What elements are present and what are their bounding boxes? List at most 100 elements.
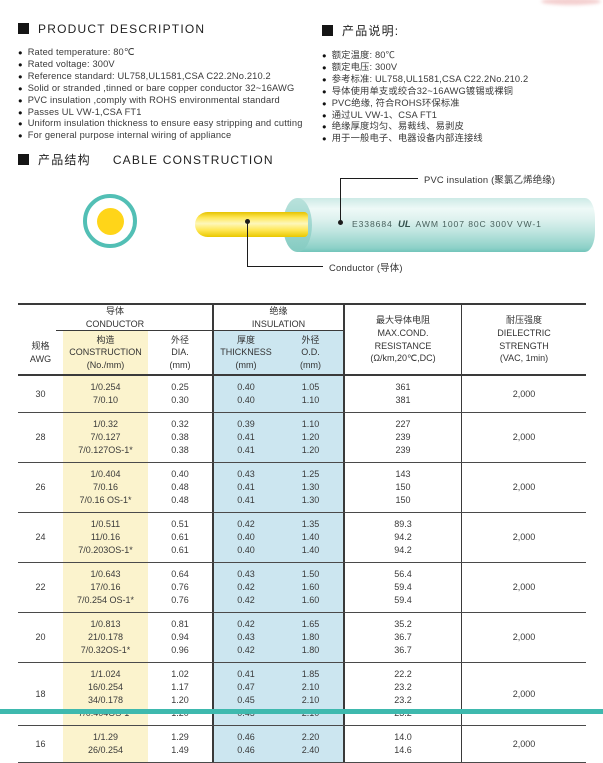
cell-resistance: 22.223.223.223.2	[343, 663, 461, 725]
bullet-item: ● 绝缘厚度均匀、易裁线、易剥皮	[322, 121, 528, 133]
bullet-item: ● 用于一般电子、电器设备内部连接线	[322, 133, 528, 145]
table-body: 30 1/0.254 7/0.10 0.25 0.30 0.40 0.40 1.05 1.10 3…	[18, 376, 586, 763]
cell-resistance: 143 150 150	[343, 463, 461, 512]
cell-construction: 1/0.813 21/0.178 7/0.32OS-1*	[63, 613, 148, 662]
cell-od: 2.20 2.40	[278, 726, 343, 762]
bullet-dot-icon: ●	[322, 98, 327, 108]
cell-construction: 1/0.404 7/0.16 7/0.16 OS-1*	[63, 463, 148, 512]
dia-column-header: 外径 DIA. (mm)	[169, 334, 191, 370]
bullet-item: ● Rated voltage: 300V	[18, 59, 303, 71]
awg-column-header: 规格 AWG	[29, 340, 52, 364]
bullet-dot-icon: ●	[18, 83, 23, 93]
bullet-dot-icon: ●	[18, 107, 23, 117]
bullet-text: Reference standard: UL758,UL1581,CSA C22…	[27, 70, 271, 81]
dielectric-column-header: 耐压强度 DIELECTRIC STRENGTH (VAC, 1min)	[461, 305, 586, 374]
bullet-dot-icon: ●	[18, 131, 23, 141]
bullet-item: ● Reference standard: UL758,UL1581,CSA C2…	[18, 71, 303, 83]
bullet-text: Rated voltage: 300V	[27, 58, 115, 69]
cell-dia: 0.32 0.38 0.38	[171, 419, 189, 455]
cell-thickness: 0.43 0.42 0.42	[212, 563, 278, 612]
insulation-leader-hline	[340, 178, 418, 179]
cell-dia: 0.51 0.61 0.61	[171, 519, 189, 555]
bullet-item: ● PVC绝缘, 符合ROHS环保标准	[322, 98, 528, 110]
spec-row-awg-16: 16 1/1.29 26/0.254 1.29 1.49 0.46 0.46 2.20 2.40…	[18, 726, 586, 763]
product-notes-cn-section: 产品说明: ● 额定温度: 80℃ ● 额定电压: 300V ● 参考标准: UL758,…	[322, 22, 528, 145]
cable-spec-text: AWM 1007 80C 300V VW-1	[415, 219, 542, 229]
cropped-logo-smudge	[541, 0, 601, 5]
cell-dia: 1.021.171.201.20	[171, 669, 189, 718]
square-bullet-icon	[18, 154, 29, 165]
bullet-text: PVC绝缘, 符合ROHS环保标准	[331, 97, 460, 108]
cell-resistance: 14.0 14.6	[343, 726, 461, 762]
cell-dielectric: 2,000	[461, 613, 586, 662]
cell-dielectric: 2,000	[461, 463, 586, 512]
cell-awg: 24	[35, 532, 46, 542]
bullet-item: ● Solid or stranded ,tinned or bare coppe…	[18, 83, 303, 95]
cable-construction-heading: 产品结构 CABLE CONSTRUCTION	[18, 151, 274, 168]
cell-dia: 0.64 0.76 0.76	[171, 569, 189, 605]
spec-row-awg-20: 20 1/0.813 21/0.178 7/0.32OS-1* 0.81 0.94 0.96…	[18, 613, 586, 663]
insulation-group-cn: 绝缘	[269, 306, 288, 317]
bullet-dot-icon: ●	[322, 86, 327, 96]
bullet-text: 用于一般电子、电器设备内部连接线	[331, 133, 483, 144]
cell-awg: 22	[35, 582, 46, 592]
cell-awg: 16	[35, 738, 46, 749]
bullet-dot-icon: ●	[322, 74, 327, 84]
cable-conductor-rod	[195, 212, 308, 237]
cell-od: 1.35 1.40 1.40	[278, 513, 343, 562]
bullet-text: 绝缘厚度均匀、易裁线、易剥皮	[331, 121, 464, 132]
bullet-dot-icon: ●	[322, 110, 327, 120]
cell-dielectric: 2,000	[461, 513, 586, 562]
cell-thickness: 0.42 0.43 0.42	[212, 613, 278, 662]
insulation-group-header: 绝缘 INSULATION	[212, 305, 343, 331]
conductor-group-cn: 导体	[105, 306, 124, 317]
bullet-text: 额定电压: 300V	[331, 61, 398, 72]
cable-print-text: E338684 UL AWM 1007 80C 300V VW-1	[352, 219, 587, 230]
insulation-leader-vline	[340, 178, 341, 223]
square-bullet-icon	[18, 23, 29, 34]
conductor-leader-hline	[247, 266, 323, 267]
conductor-leader-vline	[247, 222, 248, 267]
cell-awg: 26	[35, 482, 46, 492]
bullet-text: Solid or stranded ,tinned or bare copper…	[27, 82, 295, 93]
bullet-text: Passes UL VW-1,CSA FT1	[27, 106, 142, 117]
cell-construction: 1/0.643 17/0.16 7/0.254 OS-1*	[63, 563, 148, 612]
spec-row-awg-30: 30 1/0.254 7/0.10 0.25 0.30 0.40 0.40 1.05 1.10 3…	[18, 376, 586, 413]
cell-resistance: 89.3 94.2 94.2	[343, 513, 461, 562]
cell-resistance: 56.4 59.4 59.4	[343, 563, 461, 612]
heading-text: PRODUCT DESCRIPTION	[38, 22, 206, 36]
cell-awg: 20	[35, 632, 46, 642]
cell-construction: 1/1.29 26/0.254	[63, 726, 148, 762]
bullet-text: 导体使用单支或绞合32~16AWG镀锡或裸铜	[331, 85, 514, 96]
bullet-item: ● 参考标准: UL758,UL1581,CSA C22.2No.210.2	[322, 74, 528, 86]
bullet-dot-icon: ●	[322, 134, 327, 144]
bullet-text: 通过UL VW-1、CSA FT1	[331, 109, 438, 120]
cell-construction: 1/0.254 7/0.10	[63, 376, 148, 412]
bullet-text: Rated temperature: 80℃	[27, 47, 135, 57]
cell-thickness: 0.43 0.41 0.41	[212, 463, 278, 512]
bullet-text: For general purpose internal wiring of a…	[27, 130, 232, 141]
conductor-label: Conductor (导体)	[329, 262, 403, 273]
thickness-column-header: 厚度 THICKNESS (mm)	[212, 331, 278, 374]
cell-thickness: 0.42 0.40 0.40	[212, 513, 278, 562]
cell-thickness: 0.40 0.40	[212, 376, 278, 412]
heading-en: CABLE CONSTRUCTION	[112, 153, 274, 167]
heading-text: 产品说明:	[342, 24, 400, 38]
bullet-dot-icon: ●	[322, 62, 327, 72]
bullet-dot-icon: ●	[18, 95, 23, 105]
cable-cert-number: E338684	[352, 219, 393, 229]
bullet-item: ● Passes UL VW-1,CSA FT1	[18, 107, 303, 119]
bullet-dot-icon: ●	[18, 59, 23, 69]
cell-resistance: 35.2 36.7 36.7	[343, 613, 461, 662]
cell-od: 1.10 1.20 1.20	[278, 413, 343, 462]
cell-awg: 18	[35, 688, 46, 699]
bullet-item: ● Uniform insulation thickness to ensure …	[18, 118, 303, 130]
cell-dielectric: 2,000	[461, 563, 586, 612]
bullet-dot-icon: ●	[18, 71, 23, 81]
bullet-item: ● 通过UL VW-1、CSA FT1	[322, 110, 528, 122]
cell-dia: 0.40 0.48 0.48	[171, 469, 189, 505]
heading-cn: 产品结构	[38, 153, 91, 167]
cell-awg: 28	[35, 432, 46, 442]
